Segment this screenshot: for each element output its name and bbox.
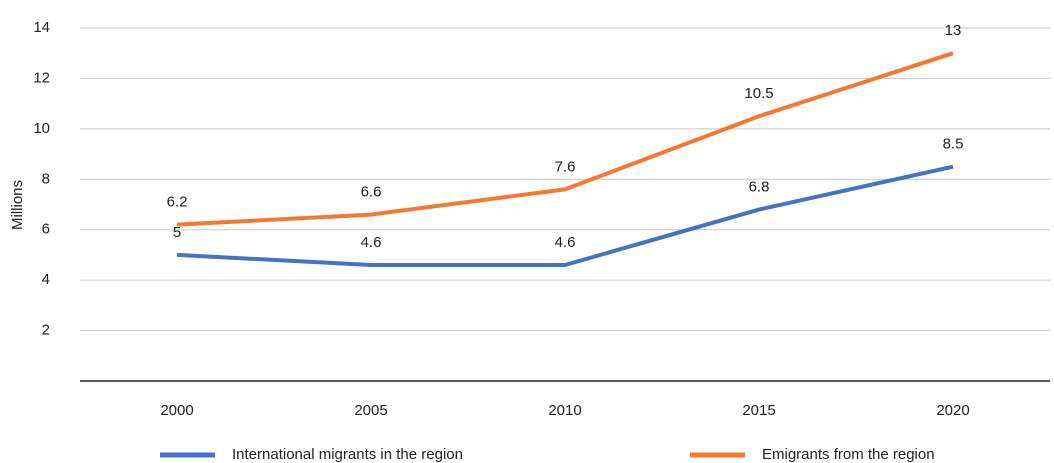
series-line (176, 51, 954, 227)
data-label: 7.6 (555, 158, 576, 175)
y-tick-label: 6 (42, 221, 50, 238)
data-label: 5 (173, 224, 181, 241)
x-tick-label: 2020 (936, 402, 969, 419)
data-label: 8.5 (943, 136, 964, 153)
y-tick-label: 14 (33, 19, 50, 36)
data-label: 10.5 (744, 85, 773, 102)
y-axis-label: Millions (9, 180, 26, 230)
y-tick-label: 2 (42, 322, 50, 339)
x-tick-label: 2000 (160, 402, 193, 419)
y-tick-label: 8 (42, 170, 50, 187)
legend-label: Emigrants from the region (762, 446, 935, 463)
data-label: 4.6 (361, 234, 382, 251)
x-tick-label: 2005 (354, 402, 387, 419)
data-label: 6.6 (361, 184, 382, 201)
x-tick-label: 2015 (742, 402, 775, 419)
data-label: 13 (945, 22, 962, 39)
data-label: 6.2 (167, 194, 188, 211)
legend-label: International migrants in the region (232, 446, 463, 463)
y-tick-label: 12 (33, 69, 50, 86)
x-tick-label: 2010 (548, 402, 581, 419)
data-label: 4.6 (555, 234, 576, 251)
series-line (176, 164, 954, 268)
y-tick-label: 4 (42, 271, 50, 288)
y-tick-label: 10 (33, 120, 50, 137)
data-label: 6.8 (749, 179, 770, 196)
